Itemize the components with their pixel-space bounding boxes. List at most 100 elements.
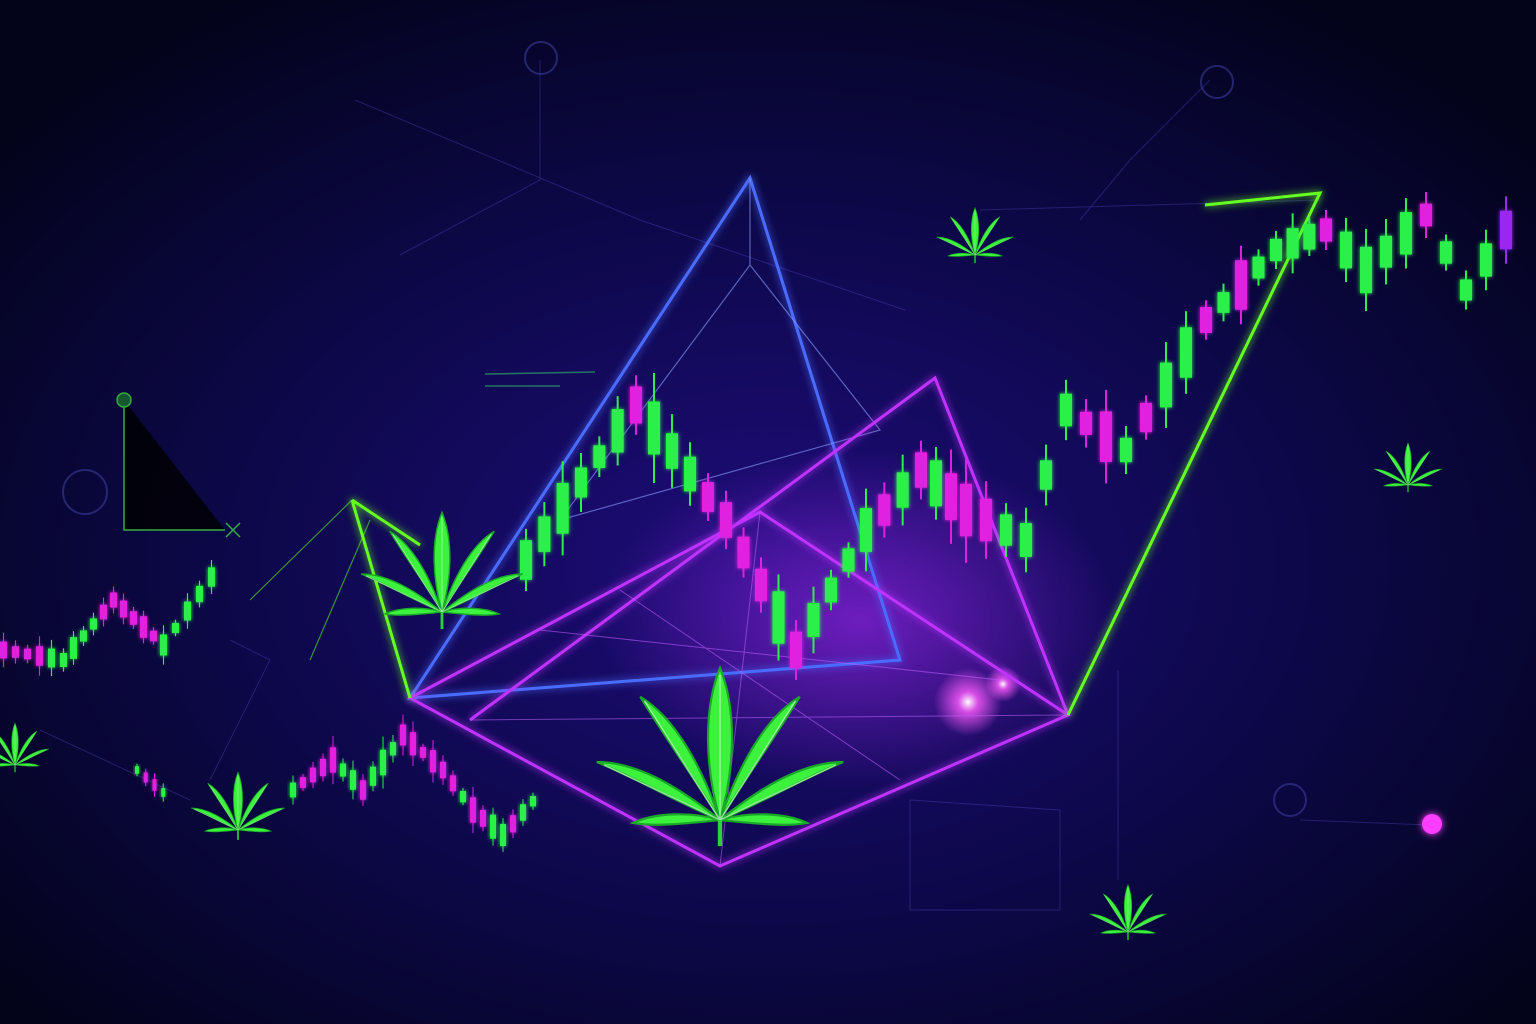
candle-bullish bbox=[842, 548, 855, 572]
spark-icon bbox=[934, 668, 1002, 736]
candle-bullish bbox=[1440, 241, 1452, 264]
candle-bearish bbox=[1420, 203, 1432, 227]
candle-bullish bbox=[538, 516, 551, 552]
candle-bullish bbox=[1040, 460, 1052, 490]
candle-bearish bbox=[12, 646, 19, 658]
crosshair-icon bbox=[116, 392, 241, 538]
candle-bearish bbox=[400, 724, 406, 746]
candle-bearish bbox=[510, 815, 516, 833]
candle-bearish bbox=[720, 502, 732, 538]
candle-bullish bbox=[370, 766, 376, 786]
candle-bullish bbox=[530, 796, 536, 807]
candle-bullish bbox=[48, 648, 55, 668]
candle-bearish bbox=[1235, 260, 1247, 310]
candle-bearish bbox=[790, 631, 802, 669]
candle-bearish bbox=[140, 616, 147, 638]
candle-bullish bbox=[290, 782, 296, 798]
candle-bullish bbox=[208, 567, 215, 587]
spark-icon bbox=[985, 666, 1021, 702]
candle-bearish bbox=[945, 473, 957, 521]
candle-bearish bbox=[980, 498, 992, 542]
green-polyline bbox=[350, 191, 1323, 716]
candle-bearish bbox=[737, 536, 750, 569]
candle-bullish bbox=[1460, 279, 1472, 301]
candle-bearish bbox=[420, 747, 426, 758]
candle-bearish bbox=[1320, 218, 1332, 242]
candle-bearish bbox=[915, 452, 927, 488]
candle-bullish bbox=[593, 445, 606, 469]
candle-bullish bbox=[1400, 212, 1412, 255]
candle-bearish bbox=[630, 386, 642, 424]
candle-bearish bbox=[110, 592, 117, 608]
candle-bearish bbox=[430, 750, 436, 773]
candle-bearish bbox=[152, 779, 157, 791]
candle-bearish bbox=[100, 604, 107, 620]
candle-bullish bbox=[772, 591, 785, 644]
glow-dot bbox=[1422, 814, 1442, 834]
green-thin-lines bbox=[249, 499, 371, 661]
candle-bullish bbox=[1270, 238, 1282, 262]
candle-bullish bbox=[1000, 514, 1012, 546]
candle-bullish bbox=[390, 742, 396, 756]
candle-bearish bbox=[310, 767, 316, 783]
candle-bearish bbox=[330, 747, 336, 773]
candle-bullish bbox=[196, 585, 203, 603]
candle-bullish bbox=[161, 788, 166, 797]
candle-bearish bbox=[410, 732, 416, 756]
candle-bearish bbox=[450, 775, 456, 792]
candle-bearish bbox=[1200, 307, 1212, 333]
candle-bearish bbox=[36, 646, 43, 666]
candle-bearish bbox=[1140, 402, 1152, 433]
candle-bearish bbox=[320, 758, 326, 777]
candle-bullish bbox=[556, 482, 569, 534]
candle-bullish bbox=[520, 540, 532, 580]
candle-bullish bbox=[172, 622, 179, 634]
candle-bearish bbox=[755, 568, 767, 602]
candle-bearish bbox=[960, 483, 972, 537]
candle-bearish bbox=[300, 777, 306, 788]
candle-bullish bbox=[520, 804, 526, 821]
candle-bullish bbox=[1060, 393, 1072, 427]
candle-bullish bbox=[1120, 437, 1132, 463]
candle-bullish bbox=[648, 401, 660, 455]
candle-bullish bbox=[160, 634, 167, 656]
candle-bullish bbox=[1360, 246, 1372, 294]
candle-bearish bbox=[130, 611, 137, 625]
candle-bullish bbox=[896, 472, 909, 508]
candle-bullish bbox=[575, 467, 587, 498]
candle-bullish bbox=[1252, 256, 1265, 279]
candle-bearish bbox=[24, 648, 31, 660]
network-node-icon bbox=[62, 41, 1307, 817]
candle-bullish bbox=[1286, 228, 1299, 259]
candle-bullish bbox=[860, 508, 872, 552]
blue-triangle bbox=[407, 174, 902, 700]
candle-bullish bbox=[807, 602, 820, 638]
candle-bullish bbox=[1217, 292, 1230, 313]
candle-bearish bbox=[470, 797, 476, 823]
candle-bullish bbox=[500, 823, 506, 847]
candlestick-series bbox=[0, 191, 1512, 852]
candle-bearish bbox=[120, 600, 127, 618]
candle-bearish bbox=[1080, 411, 1092, 435]
candle-bullish bbox=[380, 749, 386, 776]
candle-bullish bbox=[1380, 235, 1392, 268]
candle-bullish bbox=[80, 630, 87, 642]
candle-bearish bbox=[440, 761, 446, 779]
candle-bullish bbox=[1180, 327, 1192, 378]
candle-bearish bbox=[878, 494, 891, 526]
candle-bearish bbox=[480, 809, 486, 827]
candle-bullish bbox=[684, 456, 696, 492]
candle-bullish bbox=[1160, 362, 1172, 408]
candle-bearish bbox=[1100, 411, 1112, 462]
candle-bullish bbox=[490, 814, 496, 839]
candle-bullish bbox=[70, 637, 77, 659]
candle-bullish bbox=[1020, 523, 1032, 557]
candle-bearish bbox=[143, 772, 148, 783]
candle-bullish bbox=[666, 433, 678, 469]
candle-bullish bbox=[611, 409, 624, 453]
candle-bullish bbox=[1480, 243, 1492, 277]
candle-bullish bbox=[90, 618, 97, 630]
candle-bullish bbox=[825, 577, 837, 603]
candle-bullish bbox=[460, 790, 466, 803]
